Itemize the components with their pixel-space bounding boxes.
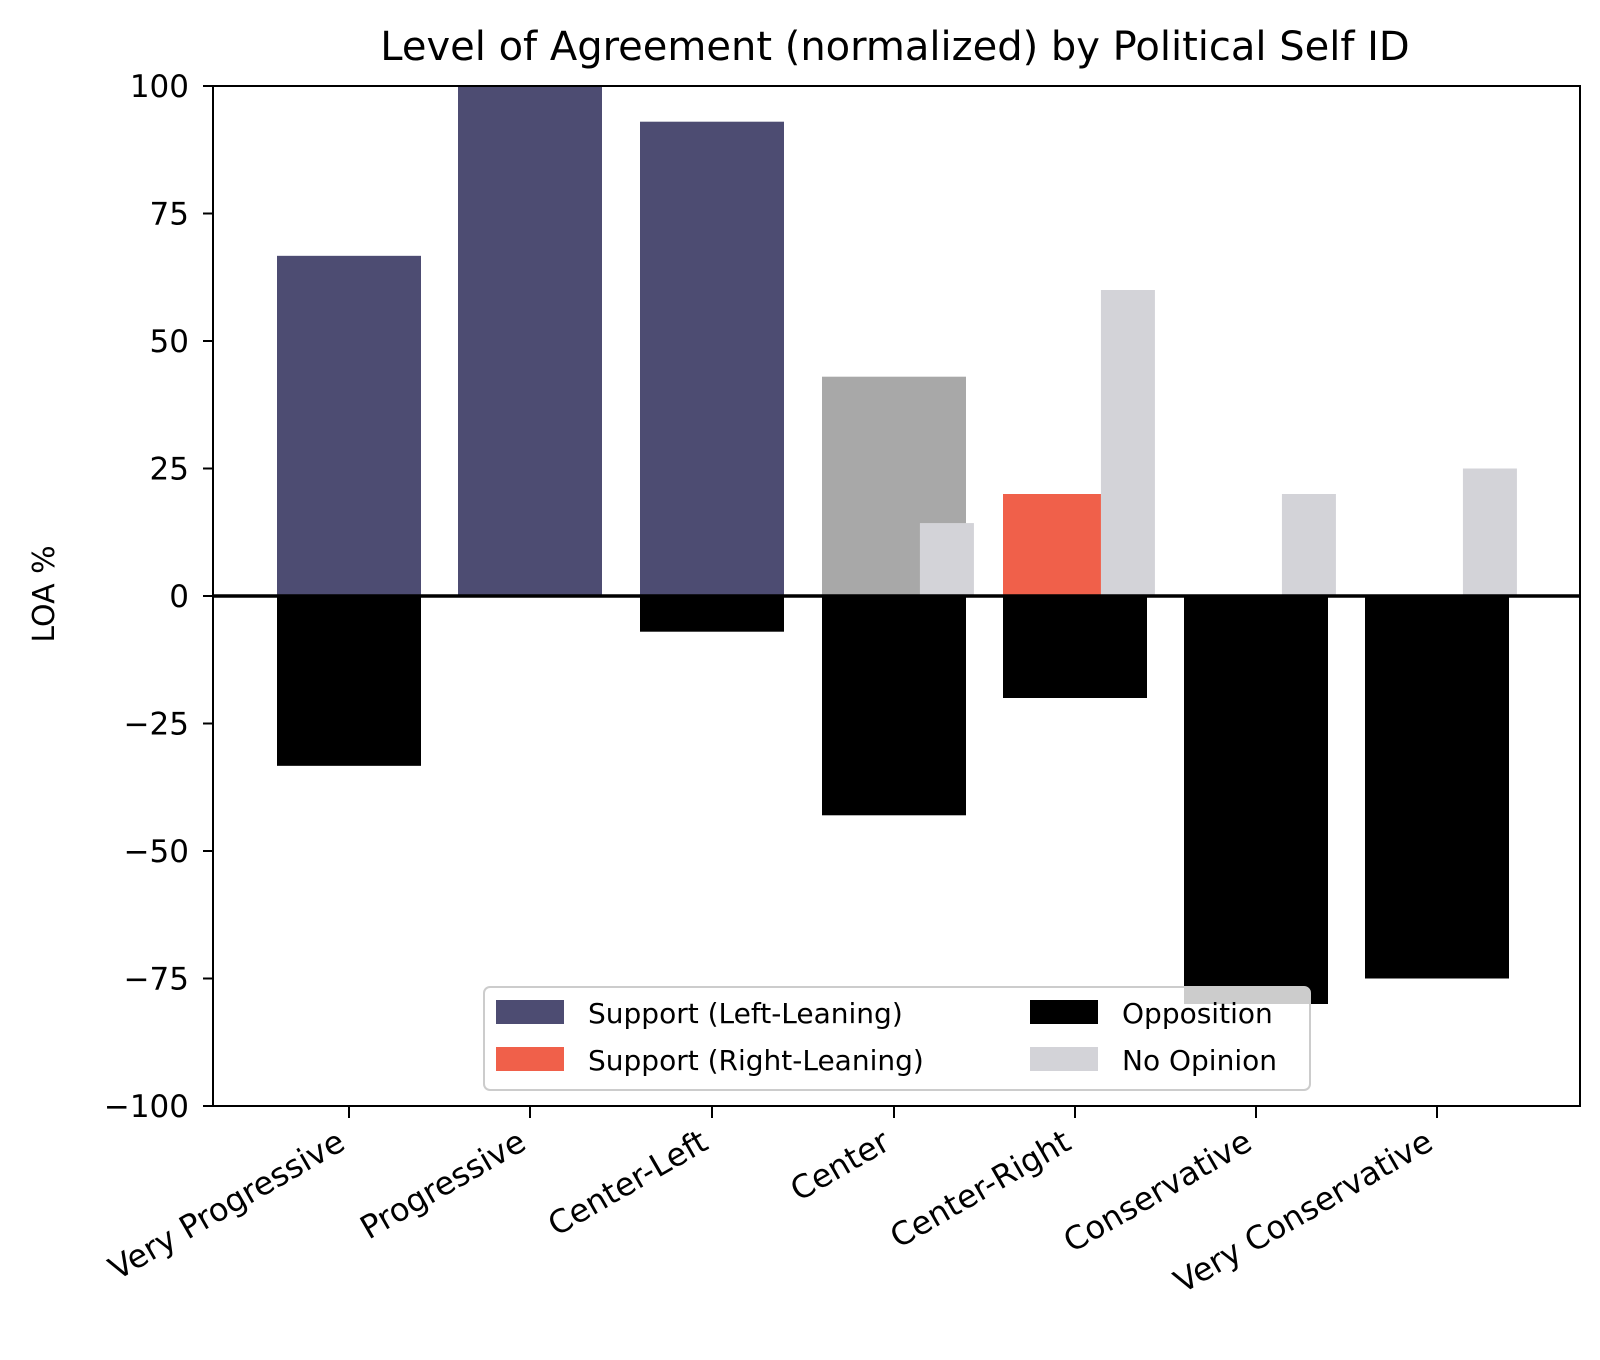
legend-label: Opposition: [1122, 997, 1273, 1030]
legend-label: Support (Right-Leaning): [588, 1044, 924, 1077]
y-tick-label: −25: [124, 707, 189, 743]
x-tick-label: Center: [784, 1122, 897, 1209]
legend-label: Support (Left-Leaning): [588, 997, 903, 1030]
y-axis-label: LOA %: [27, 545, 62, 642]
chart-title: Level of Agreement (normalized) by Polit…: [380, 24, 1409, 70]
bar-no-opinion-4: [1100, 290, 1155, 596]
x-tick-label: Center-Left: [541, 1122, 714, 1244]
y-tick-label: −75: [124, 962, 189, 998]
bar-opposition-4: [1003, 596, 1147, 698]
bar-opposition-2: [640, 596, 784, 632]
bar-opposition-6: [1365, 596, 1509, 979]
y-tick-label: 25: [150, 452, 189, 488]
bar-no-opinion-3: [919, 523, 974, 596]
legend-swatch: [496, 1047, 564, 1071]
bars-layer: [277, 86, 1517, 1004]
y-tick-label: 0: [169, 579, 189, 615]
y-tick-label: 50: [150, 324, 189, 360]
legend-label: No Opinion: [1122, 1044, 1277, 1077]
bar-support-left-0: [277, 255, 421, 596]
y-tick-label: 100: [130, 69, 189, 105]
legend-swatch: [1030, 1047, 1098, 1071]
bar-support-left-2: [640, 121, 784, 596]
legend-swatch: [496, 1000, 564, 1024]
bar-no-opinion-6: [1462, 468, 1517, 596]
y-tick-label: 75: [150, 197, 189, 233]
y-tick-label: −50: [124, 834, 189, 870]
bar-no-opinion-5: [1281, 494, 1336, 596]
y-tick-label: −100: [104, 1089, 189, 1125]
bar-opposition-5: [1184, 596, 1328, 1004]
bar-support-left-1: [458, 86, 602, 596]
x-tick-label: Very Progressive: [102, 1122, 351, 1288]
legend: Support (Left-Leaning) Opposition Support …: [483, 986, 1311, 1091]
legend-box: [483, 986, 1311, 1091]
x-tick-label: Center-Right: [884, 1122, 1077, 1256]
bar-opposition-0: [277, 596, 421, 766]
bar-opposition-3: [822, 596, 966, 816]
legend-swatch: [1030, 1000, 1098, 1024]
x-tick-label: Progressive: [354, 1122, 532, 1247]
